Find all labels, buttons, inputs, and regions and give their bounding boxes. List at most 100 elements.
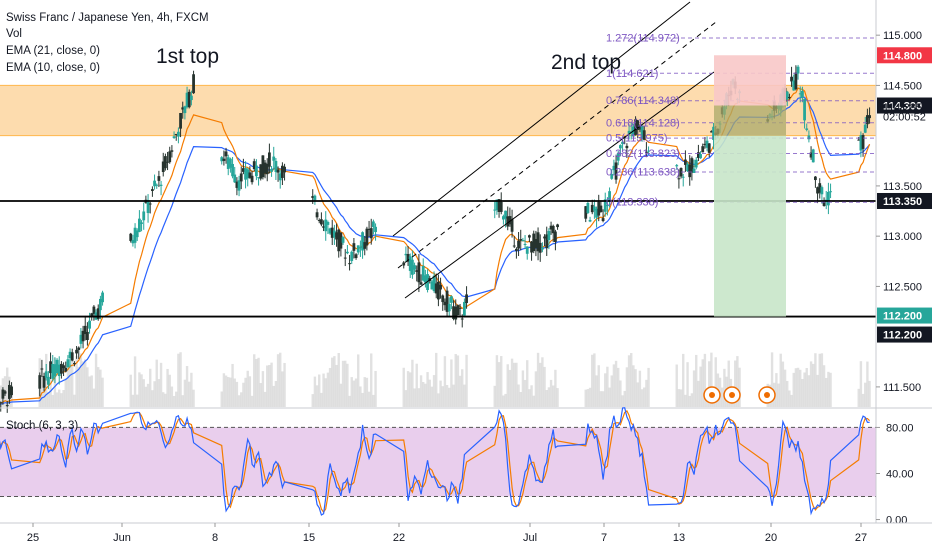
candle-body <box>224 151 228 157</box>
candle-body <box>809 152 813 158</box>
candle-body <box>350 251 354 261</box>
volume-bar <box>588 387 592 407</box>
volume-bar <box>413 388 416 407</box>
channel-upper[interactable] <box>392 1 691 237</box>
channel-mid[interactable] <box>397 21 717 269</box>
volume-bar <box>617 367 620 407</box>
position-entry-zone[interactable] <box>714 105 786 136</box>
volume-bar <box>738 367 741 407</box>
volume-bar <box>543 366 546 407</box>
volume-bar <box>448 387 451 407</box>
candle-body <box>8 384 11 399</box>
candle-body <box>283 166 286 173</box>
candle-body <box>807 135 811 140</box>
candle-body <box>608 191 611 202</box>
volume-bar <box>426 372 429 407</box>
volume-bar <box>159 362 163 407</box>
candle-body <box>463 301 466 316</box>
candle-body <box>75 349 78 354</box>
time-tick-label: 7 <box>601 532 607 544</box>
candle-body <box>263 162 267 174</box>
candle-body <box>495 199 499 211</box>
volume-bar <box>814 353 817 407</box>
volume-bar <box>443 356 447 407</box>
volume-bar <box>682 353 685 407</box>
volume-bar <box>454 354 457 407</box>
price-tag-label[interactable]: 02:00:52 <box>883 112 926 124</box>
candle-body <box>532 233 536 252</box>
volume-bar <box>504 393 507 407</box>
volume-bar <box>255 358 258 407</box>
volume-bar <box>240 392 243 407</box>
volume-bar <box>359 386 362 407</box>
price-tag-bg <box>877 192 932 209</box>
volume-bar <box>192 389 195 407</box>
volume-bar <box>500 356 503 407</box>
candle-body <box>638 125 642 130</box>
price-tag-label[interactable]: 113.350 <box>883 196 922 208</box>
price-tag-label[interactable]: 112.200 <box>883 311 922 323</box>
annotation-second-top[interactable]: 2nd top <box>551 51 621 74</box>
price-tag-label[interactable]: 112.200 <box>883 330 922 342</box>
candle-body <box>803 98 806 121</box>
volume-bar <box>140 374 143 407</box>
volume-bar <box>419 375 423 407</box>
candle-body <box>170 150 174 152</box>
price-tag-label[interactable]: 114.285 <box>883 102 922 114</box>
candle-body <box>220 157 224 162</box>
volume-bar <box>710 352 713 407</box>
volume-bar <box>775 373 778 407</box>
position-stop-zone[interactable] <box>714 55 786 106</box>
volume-bar <box>545 390 548 407</box>
candle-body <box>857 139 861 141</box>
candle-body <box>627 130 631 134</box>
candle-body <box>192 74 195 94</box>
candle-body <box>599 205 603 212</box>
stoch-pane <box>0 407 932 516</box>
price-tag-label[interactable]: 114.300 <box>883 101 922 113</box>
volume-bar <box>261 371 265 407</box>
volume-bar <box>0 385 2 407</box>
volume-bar <box>493 385 496 407</box>
volume-bar <box>402 367 405 407</box>
volume-bar <box>621 395 624 407</box>
volume-bar <box>354 378 358 407</box>
candle-body <box>183 106 187 114</box>
candle-body <box>354 254 358 259</box>
volume-bar <box>727 360 730 407</box>
volume-bar <box>331 357 334 407</box>
volume-bar <box>363 377 366 407</box>
volume-bar <box>513 362 516 407</box>
channel-lower[interactable] <box>404 71 715 299</box>
volume-bar <box>75 356 78 407</box>
candle-body <box>606 205 609 207</box>
volume-bar <box>411 359 414 407</box>
candle-body <box>44 371 48 378</box>
volume-bar <box>129 374 132 407</box>
candle-body <box>222 158 226 161</box>
fib-level-label: 0.786(114.348) <box>606 95 680 107</box>
candle-body <box>521 240 525 242</box>
candle-body <box>424 275 427 283</box>
volume-bar <box>794 368 798 407</box>
candle-body <box>445 290 449 312</box>
candle-body <box>343 257 347 259</box>
candle-body <box>538 242 542 253</box>
annotation-first-top[interactable]: 1st top <box>156 45 219 68</box>
volume-bar <box>506 364 509 407</box>
candle-body <box>593 206 596 211</box>
volume-bar <box>805 368 808 407</box>
candle-body <box>634 119 637 135</box>
position-target-zone[interactable] <box>714 135 786 317</box>
volume-bar <box>415 363 418 407</box>
candle-body <box>239 173 243 182</box>
volume-bar <box>155 359 158 407</box>
price-tag-label[interactable]: 114.800 <box>883 50 922 62</box>
candle-body <box>92 306 96 314</box>
candle-body <box>541 247 544 250</box>
candle-body <box>311 196 315 198</box>
volume-bar <box>372 394 375 407</box>
fib-level-label: 1.272(114.972) <box>606 32 680 44</box>
candle-body <box>822 201 826 206</box>
